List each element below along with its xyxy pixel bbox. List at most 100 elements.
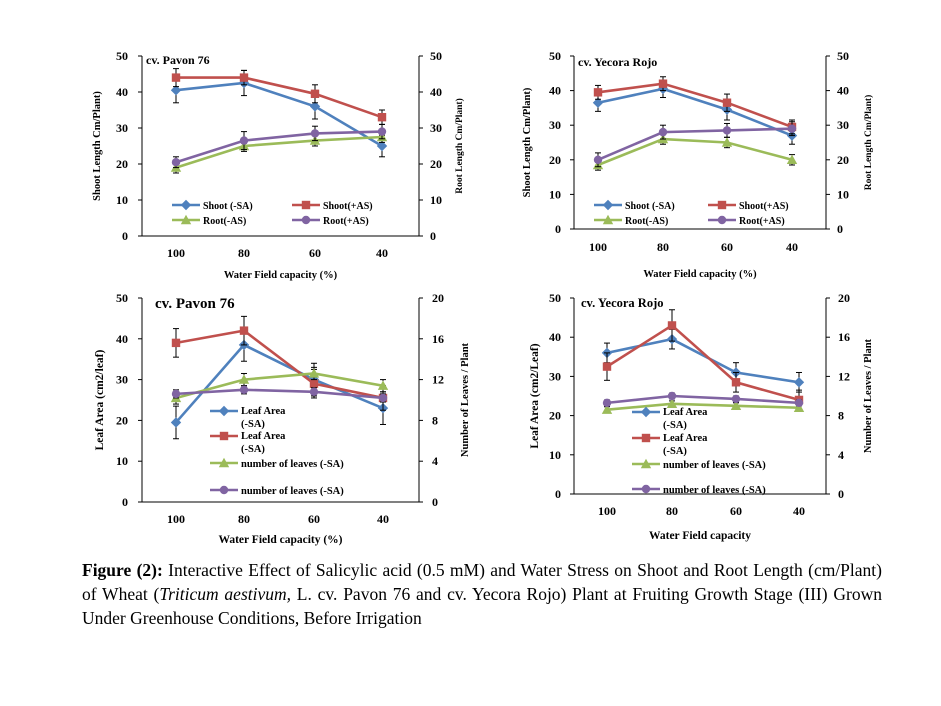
chart-panel-2: 0 10 20 30 40 50 0 10 20 30 40 50 100 80 60 40 Water Fie…	[522, 49, 874, 280]
data-point	[794, 398, 804, 408]
data-point	[787, 124, 797, 133]
figure-caption: Figure (2): Interactive Effect of Salicy…	[82, 558, 882, 630]
legend-marker	[717, 215, 727, 225]
y2-tick-label: 50	[837, 49, 849, 63]
legend-label: Shoot(+AS)	[323, 201, 373, 212]
data-point	[170, 85, 182, 96]
series-4	[602, 391, 804, 408]
series-4	[593, 121, 797, 168]
legend-marker	[218, 405, 230, 417]
y2-tick-label: 0	[432, 495, 438, 509]
y2-tick-label: 30	[430, 121, 442, 135]
y-tick-label: 20	[549, 409, 561, 423]
chart-title: cv. Pavon 76	[155, 296, 235, 312]
y-tick-label: 30	[549, 118, 561, 132]
data-point	[378, 393, 388, 403]
y2-tick-label: 20	[430, 157, 442, 171]
data-point	[239, 326, 249, 335]
y2-tick-label: 10	[430, 193, 442, 207]
x-tick-label: 100	[598, 504, 616, 518]
chart-panel-3: 0 10 20 30 40 50 0 4 8 12 16 20 100 80 60 40 Water Field…	[94, 291, 471, 546]
data-point	[731, 378, 741, 387]
y2-tick-label: 4	[838, 448, 844, 462]
y2-tick-label: 16	[838, 330, 850, 344]
data-point	[658, 79, 668, 88]
legend-label: Root(+AS)	[323, 216, 369, 227]
legend: Shoot (-SA) Shoot(+AS) Root(-AS) Root(+AS)	[172, 199, 373, 227]
series-line	[597, 127, 793, 161]
y-axis-title: Leaf Area (cm2/leaf)	[94, 349, 106, 450]
series-line	[606, 394, 800, 405]
y-tick-label: 0	[122, 229, 128, 243]
legend-label: Shoot (-SA)	[625, 201, 675, 212]
x-tick-label: 100	[167, 246, 185, 260]
y2-tick-label: 8	[838, 409, 844, 423]
data-point	[171, 158, 181, 167]
legend-label: number of leaves (-SA)	[663, 485, 766, 496]
x-tick-label: 40	[377, 512, 389, 526]
caption-species: Triticum aestivum,	[159, 584, 292, 604]
data-point	[308, 368, 320, 378]
legend-label: Leaf Area	[241, 406, 286, 417]
y2-tick-label: 0	[430, 229, 436, 243]
y-tick-label: 50	[549, 49, 561, 63]
legend: Shoot (-SA) Shoot(+AS) Root(-AS) Root(+AS)	[594, 199, 789, 227]
y-axis-title: Shoot Length Cm/Plant)	[522, 87, 533, 197]
legend-label-line2: (-SA)	[241, 444, 265, 455]
series-line	[606, 323, 800, 402]
chart-title: cv. Pavon 76	[146, 53, 210, 67]
y2-tick-label: 0	[837, 222, 843, 236]
y2-tick-label: 40	[837, 84, 849, 98]
y2-tick-label: 4	[432, 454, 438, 468]
legend-label: Leaf Area	[663, 433, 708, 444]
legend-marker	[641, 484, 651, 494]
x-axis-title: Water Field capacity (%)	[643, 269, 757, 280]
series-line	[597, 137, 793, 167]
data-point	[593, 88, 603, 97]
x-tick-label: 60	[308, 512, 320, 526]
series-2	[171, 68, 387, 125]
y-tick-label: 0	[555, 487, 561, 501]
data-point	[170, 417, 182, 428]
legend-marker	[602, 199, 614, 211]
y-tick-label: 10	[549, 448, 561, 462]
data-point	[722, 126, 732, 135]
y2-tick-label: 16	[432, 332, 444, 346]
y-tick-label: 20	[116, 413, 128, 427]
data-point	[171, 389, 181, 399]
series-3	[170, 366, 389, 405]
series-line	[175, 135, 383, 169]
data-point	[310, 89, 320, 98]
data-point	[309, 101, 321, 112]
y2-axis-title: Number of Leaves / Plant	[863, 338, 874, 453]
x-tick-label: 60	[721, 240, 733, 254]
legend-label: Shoot (-SA)	[203, 201, 253, 212]
data-point	[602, 362, 612, 371]
data-point	[721, 137, 733, 147]
data-point	[731, 394, 741, 404]
series-2	[602, 309, 804, 411]
legend-label-line2: (-SA)	[241, 419, 265, 430]
x-axis-title: Water Field capacity	[649, 530, 751, 542]
y-tick-label: 0	[122, 495, 128, 509]
y-tick-label: 40	[116, 85, 128, 99]
data-point	[666, 398, 678, 409]
y-tick-label: 40	[116, 332, 128, 346]
x-tick-label: 80	[238, 512, 250, 526]
chart-panel-4: 0 10 20 30 40 50 0 4 8 12 16 20 100 80 60 40 Water Field…	[529, 291, 874, 542]
legend-label: Root(-AS)	[203, 216, 246, 227]
legend-label: Leaf Area	[663, 407, 708, 418]
y2-tick-label: 50	[430, 49, 442, 63]
data-point	[171, 338, 181, 348]
legend-marker	[218, 457, 230, 468]
data-point	[667, 321, 677, 330]
x-tick-label: 100	[589, 240, 607, 254]
x-tick-label: 100	[167, 512, 185, 526]
legend-marker	[640, 406, 652, 418]
x-tick-label: 60	[309, 246, 321, 260]
caption-label: Figure (2):	[82, 560, 163, 580]
data-point	[239, 136, 249, 145]
data-point	[602, 398, 612, 408]
